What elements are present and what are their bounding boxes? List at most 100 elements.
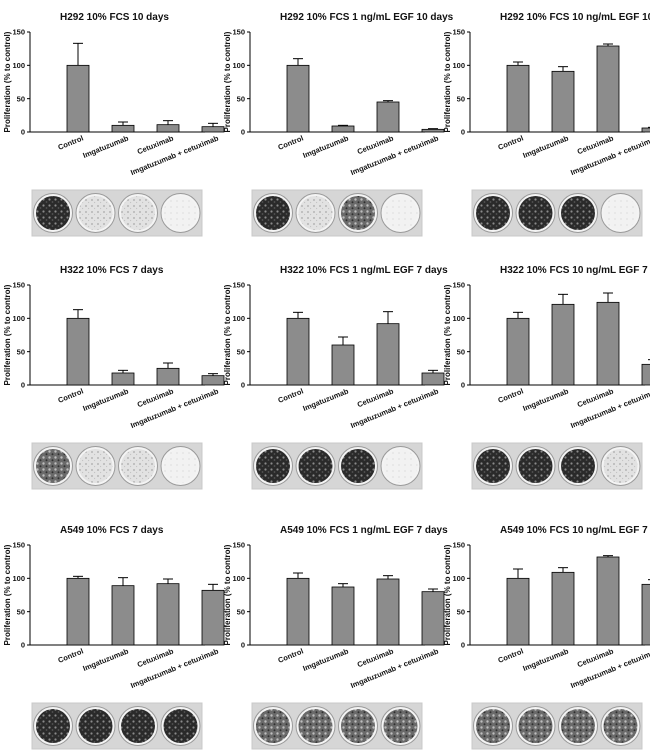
chart-title: A549 10% FCS 10 ng/mL EGF 7 days [500,525,650,536]
y-tick-label: 50 [457,607,465,616]
y-tick-label: 150 [452,541,465,550]
y-tick-label: 50 [457,94,465,103]
y-tick-label: 50 [17,94,25,103]
bar [596,45,620,133]
y-tick-label: 0 [241,641,245,650]
panel-6: H322 10% FCS 10 ng/mL EGF 7 days Prolifer… [443,265,650,490]
well-faint [383,196,418,230]
category-label: Imgatuzumab [82,646,131,673]
well-sparse [78,196,113,230]
bar [551,571,575,646]
well-medium [476,709,510,743]
bar [641,363,650,386]
well-medium [383,709,418,743]
bar [551,70,575,133]
category-label: Control [57,647,85,665]
category-label: Imgatuzumab + cetuximab [349,133,440,177]
bar [551,303,575,386]
chart-title: H292 10% FCS 10 days [60,12,169,23]
category-label: Imgatuzumab [302,646,351,673]
y-tick-label: 0 [241,128,245,137]
well-medium [603,709,638,743]
y-tick-label: 50 [457,347,465,356]
panel-5: H322 10% FCS 1 ng/mL EGF 7 days Prolifera… [223,265,448,490]
panel-1: H292 10% FCS 10 days Proliferation (% to … [3,12,225,237]
y-tick-label: 100 [452,61,465,70]
y-axis-label: Proliferation (% to control) [443,544,452,645]
well-dense [121,709,155,743]
well-faint [163,449,198,483]
bar [596,556,620,646]
y-tick-label: 50 [237,347,245,356]
y-axis-label: Proliferation (% to control) [443,31,452,132]
category-label: Control [57,387,85,405]
well-sparse [298,196,333,230]
y-tick-label: 100 [232,574,245,583]
bar [376,101,400,133]
category-label: Control [497,647,525,665]
panel-7: A549 10% FCS 7 days Proliferation (% to c… [3,525,225,750]
bar [286,577,310,646]
y-tick-label: 100 [232,61,245,70]
chart-title: H292 10% FCS 10 ng/mL EGF 10 days [500,12,650,23]
bar [331,344,355,386]
category-label: Imgatuzumab [522,646,571,673]
category-label: Imgatuzumab + cetuximab [129,386,220,430]
y-tick-label: 0 [461,128,465,137]
well-dense [298,449,333,483]
category-label: Control [277,387,305,405]
y-tick-label: 50 [17,347,25,356]
bar [201,126,225,133]
well-sparse [603,449,638,483]
well-faint [383,449,418,483]
bar [156,367,180,386]
bar [376,323,400,386]
well-sparse [121,449,155,483]
y-tick-label: 100 [452,574,465,583]
y-tick-label: 100 [12,314,25,323]
y-tick-label: 150 [452,281,465,290]
y-tick-label: 150 [232,28,245,37]
category-label: Imgatuzumab [302,386,351,413]
bar [66,577,90,646]
well-dense [476,449,510,483]
y-tick-label: 0 [21,381,25,390]
bar [156,583,180,646]
category-label: Imgatuzumab + cetuximab [129,133,220,177]
y-axis-label: Proliferation (% to control) [223,544,232,645]
y-axis-label: Proliferation (% to control) [3,31,12,132]
well-dense [163,709,198,743]
bar [201,375,225,386]
category-label: Imgatuzumab [82,386,131,413]
well-medium [561,709,595,743]
y-tick-label: 100 [452,314,465,323]
bar [421,372,445,386]
bar [641,583,650,646]
well-faint [163,196,198,230]
bar [111,585,135,646]
bar [506,577,530,646]
y-axis-label: Proliferation (% to control) [223,284,232,385]
y-tick-label: 100 [232,314,245,323]
well-dense [518,196,553,230]
well-medium [298,709,333,743]
well-dense [36,709,70,743]
category-label: Imgatuzumab + cetuximab [349,386,440,430]
category-label: Imgatuzumab [522,133,571,160]
bar [421,128,445,133]
bar [331,125,355,133]
y-tick-label: 50 [237,607,245,616]
panel-2: H292 10% FCS 1 ng/mL EGF 10 days Prolifer… [223,12,454,237]
well-dense [341,449,375,483]
bar [331,586,355,646]
y-axis-label: Proliferation (% to control) [3,284,12,385]
category-label: Control [497,387,525,405]
y-tick-label: 150 [232,541,245,550]
panel-9: A549 10% FCS 10 ng/mL EGF 7 days Prolifer… [443,525,650,750]
chart-title: H322 10% FCS 1 ng/mL EGF 7 days [280,265,448,276]
category-label: Imgatuzumab + cetuximab [129,646,220,690]
well-medium [518,709,553,743]
category-label: Control [57,134,85,152]
chart-title: H322 10% FCS 10 ng/mL EGF 7 days [500,265,650,276]
